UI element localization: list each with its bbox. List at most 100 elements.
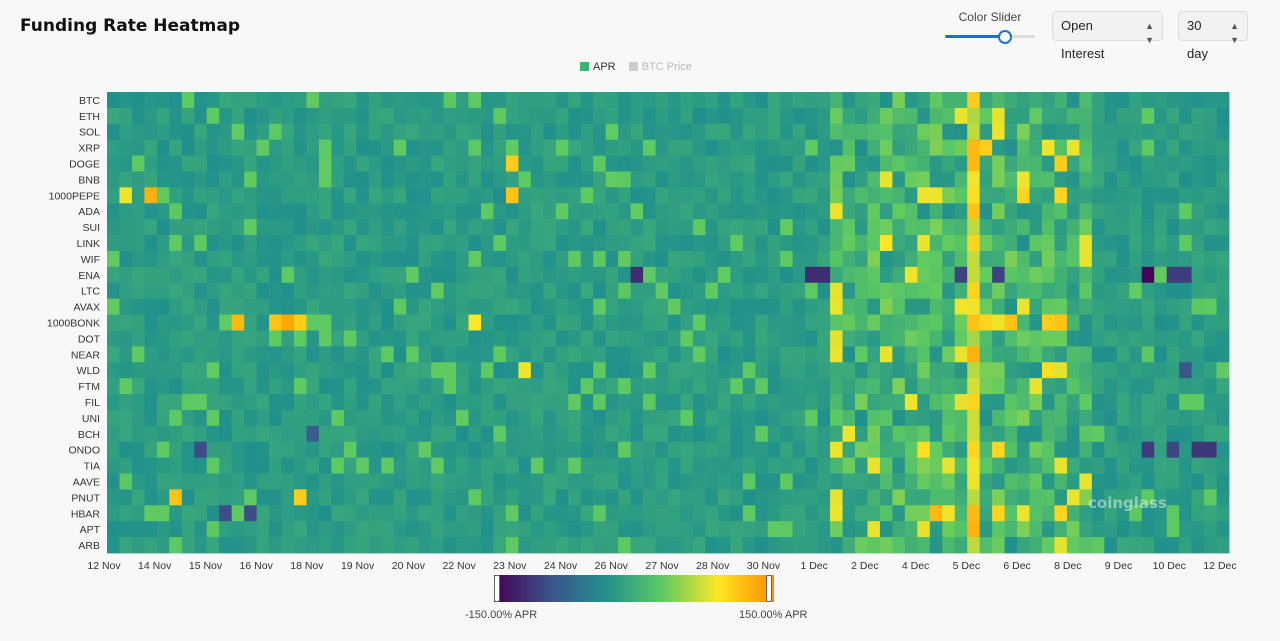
- metric-select-value: Open Interest: [1061, 18, 1105, 61]
- heatmap-cell: [156, 330, 170, 347]
- heatmap-cell: [680, 314, 694, 331]
- heatmap-cell: [156, 441, 170, 459]
- metric-select[interactable]: Open Interest ▲ ▼: [1052, 11, 1163, 61]
- heatmap-cell: [119, 235, 133, 252]
- x-axis-label: 12 Dec: [1203, 560, 1236, 572]
- heatmap-cell: [680, 266, 694, 284]
- heatmap-cell: [244, 139, 257, 156]
- heatmap-cell: [979, 489, 993, 506]
- heatmap-cell: [1079, 314, 1093, 331]
- heatmap-cell: [1204, 409, 1217, 427]
- heatmap-cell: [356, 473, 370, 490]
- legend-item-btc-price[interactable]: BTC Price: [628, 61, 692, 73]
- heatmap-cell: [1029, 346, 1043, 363]
- heatmap-cell: [555, 441, 569, 459]
- heatmap-cell: [318, 378, 332, 395]
- heatmap-cell: [1042, 378, 1055, 395]
- heatmap-cell: [107, 473, 120, 490]
- range-select[interactable]: 30 day ▲ ▼: [1178, 11, 1248, 61]
- heatmap-cell: [244, 537, 257, 554]
- heatmap-cell: [780, 298, 794, 315]
- heatmap-cell: [568, 457, 582, 474]
- heatmap-cell: [269, 139, 282, 156]
- heatmap-cell: [219, 441, 233, 459]
- heatmap-cell: [630, 314, 644, 331]
- heatmap-cell: [730, 425, 744, 443]
- heatmap-cell: [1042, 92, 1055, 109]
- color-slider[interactable]: Color Slider: [945, 10, 1035, 44]
- heatmap-cell: [468, 489, 482, 506]
- heatmap-cell: [244, 107, 257, 125]
- heatmap-cell: [318, 314, 332, 331]
- heatmap-cell: [481, 441, 494, 459]
- heatmap-cell: [1042, 537, 1055, 554]
- heatmap-cell: [1179, 298, 1192, 315]
- heatmap-cell: [954, 441, 968, 459]
- heatmap-cell: [306, 409, 320, 427]
- heatmap-cell: [206, 394, 220, 411]
- heatmap-cell: [443, 298, 457, 315]
- heatmap-cell: [206, 378, 220, 395]
- heatmap-cell: [717, 537, 731, 554]
- heatmap-cell: [306, 457, 320, 474]
- heatmap-cell: [493, 123, 507, 141]
- heatmap-cell: [169, 457, 183, 474]
- heatmap-cell: [1054, 171, 1068, 188]
- heatmap-cell: [929, 489, 943, 506]
- heatmap-cell: [219, 330, 233, 347]
- heatmap-cell: [1079, 362, 1093, 379]
- heatmap-cell: [219, 457, 233, 474]
- heatmap-cell: [381, 139, 395, 156]
- heatmap-cell: [580, 235, 594, 252]
- heatmap-cell: [443, 123, 457, 141]
- heatmap-cell: [1216, 203, 1230, 220]
- heatmap-cell: [867, 298, 881, 315]
- heatmap-cell: [755, 250, 769, 268]
- heatmap-cell: [1129, 362, 1143, 379]
- heatmap-cell: [805, 139, 818, 156]
- slider-knob[interactable]: [997, 30, 1012, 44]
- heatmap-cell: [692, 219, 706, 236]
- heatmap-cell: [169, 330, 183, 347]
- heatmap-cell: [481, 282, 494, 300]
- heatmap-cell: [343, 107, 357, 125]
- slider-track[interactable]: [945, 30, 1035, 44]
- color-scale-max-handle[interactable]: [766, 575, 772, 602]
- heatmap-cell: [842, 107, 856, 125]
- heatmap-cell: [368, 378, 382, 395]
- heatmap-cell: [568, 425, 582, 443]
- heatmap-cell: [1079, 187, 1093, 204]
- heatmap-cell: [318, 107, 332, 125]
- heatmap-cell: [331, 521, 345, 538]
- heatmap-cell: [855, 346, 868, 363]
- heatmap-cell: [618, 92, 631, 109]
- heatmap-cell: [107, 107, 120, 125]
- heatmap-cell: [655, 92, 669, 109]
- heatmap-cell: [805, 155, 818, 172]
- heatmap-cell: [281, 123, 295, 141]
- heatmap-cell: [1017, 394, 1030, 411]
- heatmap-cell: [830, 425, 843, 443]
- heatmap-cell: [194, 330, 208, 347]
- x-axis-label: 1 Dec: [800, 560, 827, 572]
- color-scale-min-handle[interactable]: [494, 575, 500, 602]
- heatmap-cell: [131, 266, 145, 284]
- legend-item-apr[interactable]: APR: [580, 61, 616, 73]
- heatmap-cell: [543, 473, 557, 490]
- heatmap-cell: [1141, 521, 1155, 538]
- heatmap-cell: [892, 473, 906, 490]
- heatmap-cell: [967, 123, 981, 141]
- x-axis-label: 22 Nov: [442, 560, 476, 572]
- heatmap-cell: [119, 537, 133, 554]
- heatmap-cell: [156, 219, 170, 236]
- heatmap-cell: [1216, 505, 1230, 522]
- heatmap-cell: [605, 362, 619, 379]
- heatmap-cell: [393, 378, 407, 395]
- heatmap-cell: [668, 107, 681, 125]
- heatmap-cell: [181, 92, 195, 109]
- heatmap-cell: [518, 92, 532, 109]
- heatmap-cell: [1091, 266, 1105, 284]
- heatmap-cell: [742, 250, 756, 268]
- heatmap-cell: [468, 346, 482, 363]
- heatmap-cell: [855, 441, 868, 459]
